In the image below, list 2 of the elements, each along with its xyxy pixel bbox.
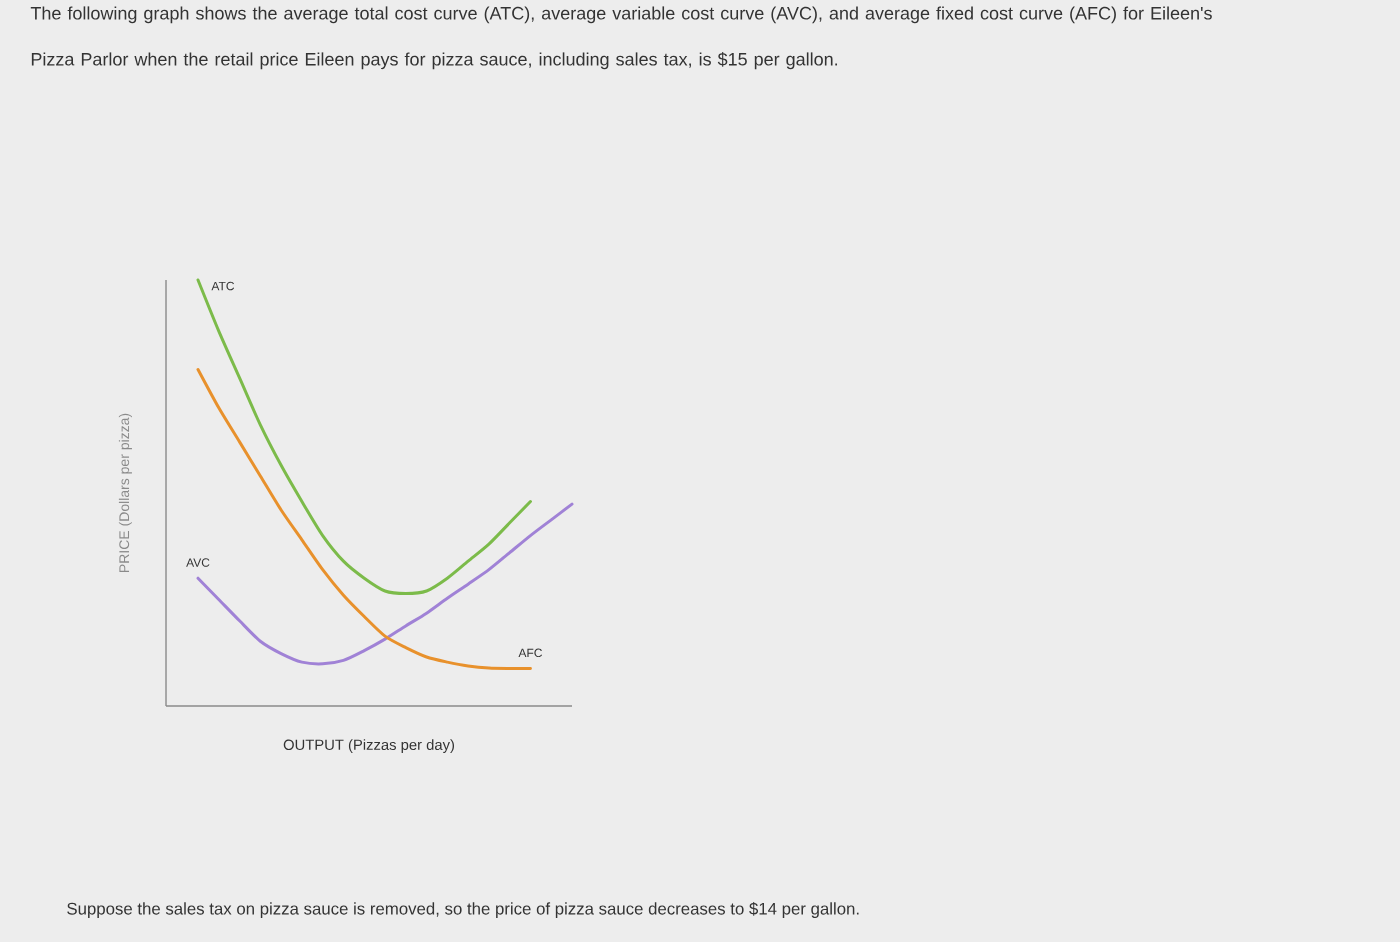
chart-title: The following graph shows the average total cost curve (ATC), average variable cost curve (AVC), and average fixed cost curve (AFC) for Eileen's Pizza Parlor when the retail price Eileen pays for pizza sauce, including sales tax, is $15 per gallon. bbox=[30, 6, 1212, 70]
text: Suppose the sales tax on pizza sauce is removed, so the price of pizza sauce decreases to $14 per gallon. bbox=[67, 902, 859, 918]
